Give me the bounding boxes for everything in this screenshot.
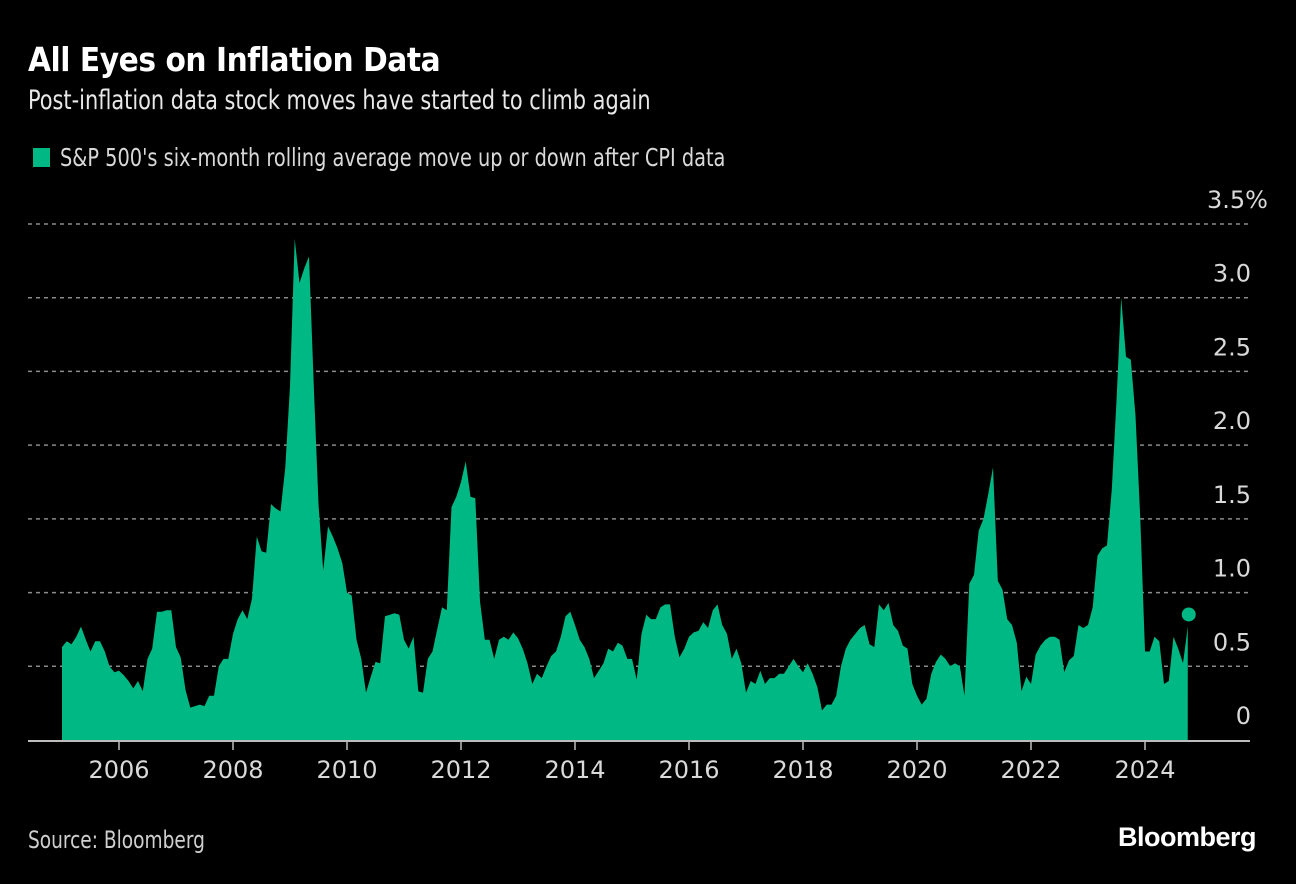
legend-swatch: [33, 148, 50, 167]
y-tick-label: 3.0: [1213, 260, 1251, 288]
y-tick-label: 0: [1236, 702, 1251, 730]
chart-subtitle: Post-inflation data stock moves have sta…: [28, 85, 651, 116]
y-tick-label: 2.5: [1213, 333, 1251, 361]
y-axis-labels: 0 0.5 1.0 1.5 2.0 2.5 3.0 3.5%: [1207, 186, 1268, 730]
last-point-marker: [1181, 607, 1196, 622]
x-tick-label: 2022: [1000, 756, 1061, 784]
y-tick-label: 0.5: [1213, 628, 1251, 656]
gridlines: [28, 223, 1250, 668]
x-tick-label: 2016: [658, 756, 719, 784]
y-tick-label: 1.5: [1213, 481, 1251, 509]
y-tick-label: 2.0: [1213, 407, 1251, 435]
x-tick-label: 2006: [88, 756, 149, 784]
x-tick-label: 2008: [202, 756, 263, 784]
x-tick-label: 2018: [772, 756, 833, 784]
x-tick-label: 2012: [430, 756, 491, 784]
x-tick-label: 2024: [1114, 756, 1175, 784]
legend-label: S&P 500's six-month rolling average move…: [60, 143, 726, 172]
chart-title: All Eyes on Inflation Data: [28, 40, 441, 79]
series-points: [62, 239, 1188, 711]
x-tick-label: 2020: [886, 756, 947, 784]
x-tick-label: 2014: [544, 756, 605, 784]
x-axis-ticks: 2006 2008 2010 2012 2014 2016 2018 2020 2022 2024: [88, 741, 1176, 784]
bloomberg-logo: Bloomberg: [1117, 822, 1257, 852]
legend: S&P 500's six-month rolling average move…: [33, 143, 834, 172]
y-tick-label: 1.0: [1213, 555, 1251, 583]
x-tick-label: 2010: [316, 756, 377, 784]
y-tick-label: 3.5%: [1207, 186, 1268, 214]
source-note: Source: Bloomberg: [28, 826, 205, 854]
series-area: [62, 238, 1188, 740]
